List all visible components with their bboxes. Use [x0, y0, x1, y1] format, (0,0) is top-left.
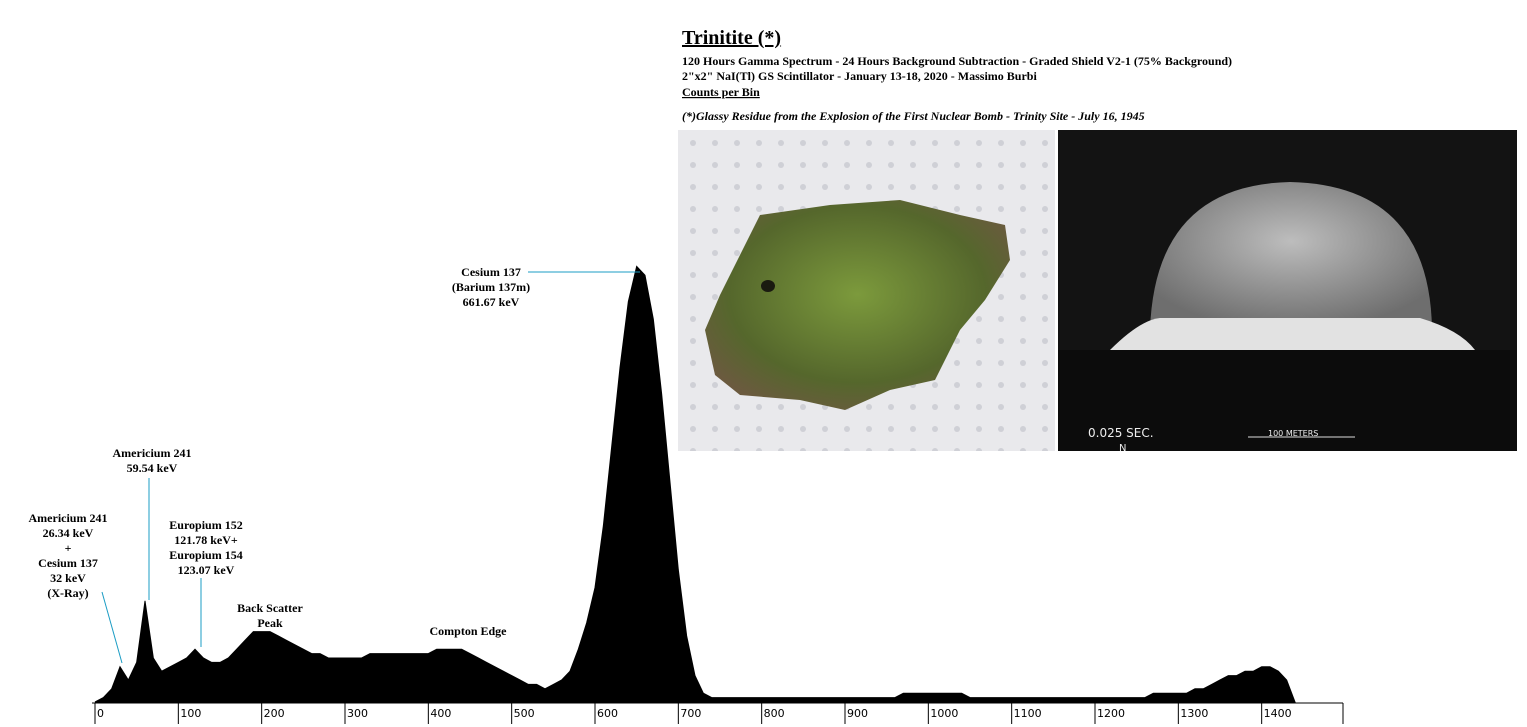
annotation: 32 keV: [50, 571, 86, 585]
x-tick-label: 400: [430, 707, 451, 720]
footnote: (*)Glassy Residue from the Explosion of …: [682, 109, 1145, 123]
annotation: Cesium 137: [38, 556, 98, 570]
x-tick-label: 1100: [1014, 707, 1042, 720]
x-tick-label: 500: [514, 707, 535, 720]
annotation: +: [65, 541, 72, 555]
spectrum-area: [94, 265, 1296, 703]
y-axis-label: Counts per Bin: [682, 85, 760, 99]
annotation: 661.67 keV: [463, 295, 520, 309]
annotation: Europium 152: [169, 518, 242, 532]
annotation: 26.34 keV: [43, 526, 94, 540]
annotation: 59.54 keV: [127, 461, 178, 475]
x-tick-label: 1400: [1264, 707, 1292, 720]
annotation: 123.07 keV: [178, 563, 235, 577]
photo-caption: N: [1119, 443, 1126, 454]
subtitle: 120 Hours Gamma Spectrum - 24 Hours Back…: [682, 54, 1232, 68]
annotation: Peak: [257, 616, 283, 630]
x-tick-label: 800: [764, 707, 785, 720]
subtitle: 2"x2" NaI(Tl) GS Scintillator - January …: [682, 69, 1037, 83]
photo-trinitite: [678, 130, 1055, 451]
photo-caption: 0.025 SEC.: [1088, 426, 1154, 440]
x-tick-label: 1200: [1097, 707, 1125, 720]
x-tick-label: 200: [264, 707, 285, 720]
x-tick-label: 0: [97, 707, 104, 720]
x-tick-label: 300: [347, 707, 368, 720]
chart-title: Trinitite (*): [682, 27, 781, 49]
x-tick-label: 900: [847, 707, 868, 720]
photo-trinity-explosion: [1058, 130, 1517, 451]
annotation: Americium 241: [113, 446, 192, 460]
photo-caption: 100 METERS: [1268, 429, 1318, 438]
annotation-leader: [101, 591, 123, 664]
x-tick-label: 100: [180, 707, 201, 720]
x-tick-label: 700: [680, 707, 701, 720]
annotation: Compton Edge: [429, 624, 507, 638]
x-tick-label: 600: [597, 707, 618, 720]
annotation: (X-Ray): [47, 586, 88, 600]
x-tick-label: 1000: [930, 707, 958, 720]
annotation: Americium 241: [29, 511, 108, 525]
x-tick-label: 1300: [1180, 707, 1208, 720]
annotation: Back Scatter: [237, 601, 303, 615]
annotation: Europium 154: [169, 548, 242, 562]
annotation: (Barium 137m): [452, 280, 530, 294]
annotation: Cesium 137: [461, 265, 521, 279]
annotation: 121.78 keV+: [174, 533, 238, 547]
